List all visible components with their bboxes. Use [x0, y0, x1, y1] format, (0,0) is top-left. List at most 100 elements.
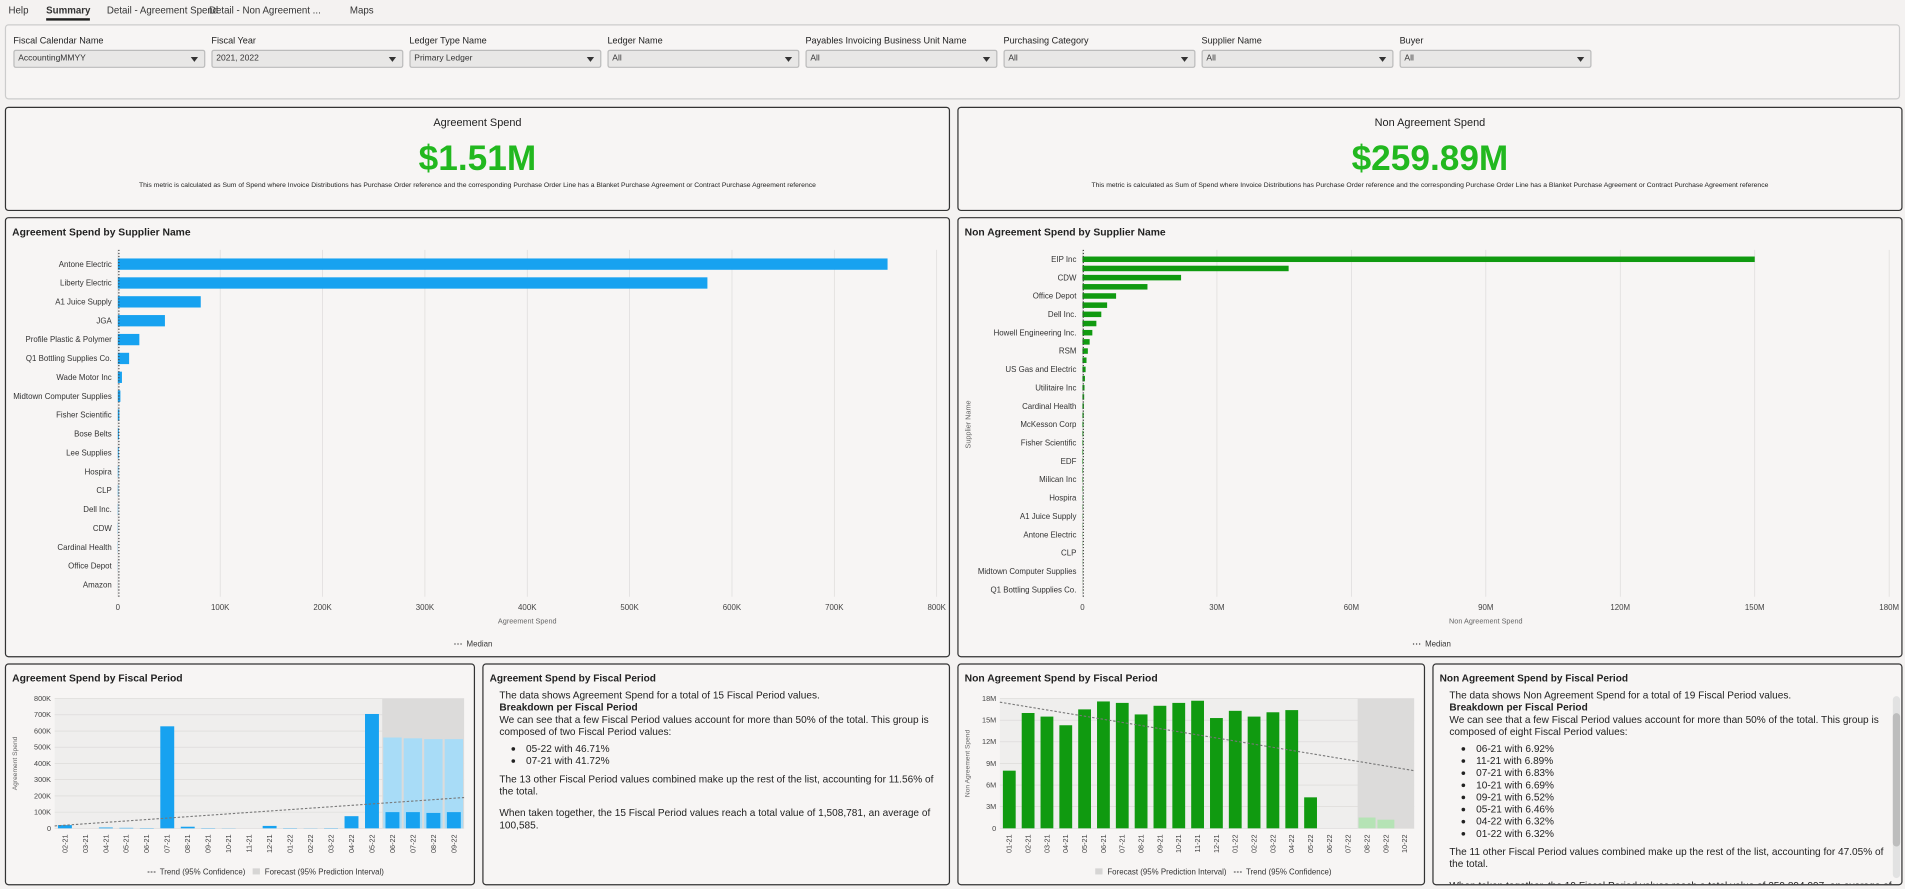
chart: 0 100K 200K 300K 400K 500K 600K 700K 800K Agreeme…	[13, 249, 947, 648]
y-axis-title: Agreement Spend	[12, 736, 19, 790]
trend-line	[54, 796, 465, 827]
filter-label: Payables Invoicing Business Unit Name	[805, 35, 967, 47]
insight-bullet: 06-21 with 6.92%	[1476, 742, 1891, 754]
category-label: Hospira	[1049, 494, 1077, 503]
category-label: Hospira	[85, 467, 113, 476]
bar	[1153, 705, 1167, 829]
category-label: CDW	[1058, 273, 1077, 282]
y-tick-label: 3M	[986, 802, 996, 811]
y-tick-label: 700K	[34, 710, 51, 719]
filter-dropdown[interactable]: All	[1201, 49, 1394, 68]
insight-bullet: 10-21 with 6.69%	[1476, 779, 1891, 791]
insight-bullet: 11-21 with 6.89%	[1476, 754, 1891, 766]
bar	[1082, 421, 1084, 428]
tab[interactable]: Detail - Non Agreement ...	[208, 4, 321, 16]
bar	[1059, 725, 1073, 829]
insight-heading: Breakdown per Fiscal Period	[1449, 700, 1588, 714]
scroll-thumb[interactable]	[1892, 713, 1901, 847]
y-tick-label: 15M	[982, 716, 996, 725]
category-label: Cardinal Health	[1022, 402, 1076, 411]
bar	[1082, 403, 1084, 409]
tab[interactable]: Summary	[46, 5, 91, 21]
y-tick-label: 300K	[34, 775, 51, 784]
legend-swatch	[252, 868, 260, 875]
bar	[117, 277, 708, 289]
category-label: Liberty Electric	[60, 279, 112, 288]
scrollbar[interactable]	[1892, 696, 1901, 879]
bar	[426, 812, 441, 829]
bar	[1082, 265, 1289, 272]
chart-panel: 0 100K 200K 300K 400K 500K 600K 700K 800K Agreeme…	[4, 217, 951, 658]
y-tick-label: 18M	[982, 694, 996, 703]
bar	[1082, 256, 1755, 263]
bar	[117, 409, 120, 421]
filter-label: Ledger Name	[607, 35, 663, 47]
filter-dropdown[interactable]: AccountingMMYY	[13, 49, 206, 68]
insight-panel: Agreement Spend by Fiscal Period The data…	[482, 663, 951, 886]
category-label: Fisher Scientific	[56, 411, 112, 420]
x-tick-label: 07-21	[1118, 834, 1127, 853]
forecast-bar	[383, 737, 402, 829]
bar	[117, 447, 119, 459]
legend-label: Trend (95% Confidence)	[1246, 867, 1332, 876]
x-tick-label: 07-22	[1344, 834, 1353, 853]
kpi-title: Agreement Spend	[433, 116, 522, 129]
insight-bullet: 05-22 with 46.71%	[526, 742, 939, 754]
chart-title: Agreement Spend by Fiscal Period	[12, 671, 183, 685]
tab[interactable]: Maps	[349, 4, 374, 16]
x-tick-label: 10-21	[224, 834, 233, 853]
y-tick-label: 200K	[34, 791, 51, 800]
bar	[1082, 293, 1117, 299]
x-tick-label: 12-21	[1212, 834, 1221, 853]
chart-title: Agreement Spend by Supplier Name	[12, 225, 191, 238]
insight-title: Agreement Spend by Fiscal Period	[489, 671, 656, 685]
filter-dropdown[interactable]: Primary Ledger	[409, 49, 602, 68]
x-tick-label: 02-21	[60, 834, 69, 853]
insight-intro: The data shows Non Agreement Spend for a…	[1449, 688, 1792, 701]
filter-dropdown[interactable]: All	[1399, 49, 1592, 68]
filter-dropdown[interactable]: All	[1003, 49, 1196, 68]
bar	[117, 371, 122, 383]
x-tick-label: 06-22	[1325, 834, 1334, 853]
bar	[446, 812, 461, 829]
bar	[117, 428, 119, 440]
x-tick-label: 60M	[1344, 603, 1359, 612]
filter-label: Fiscal Calendar Name	[13, 35, 104, 47]
filter-dropdown[interactable]: All	[607, 49, 800, 68]
insight-bullet: 05-21 with 6.46%	[1476, 803, 1891, 815]
tab[interactable]: Help	[8, 4, 29, 16]
insight-total: When taken together, the 15 Fiscal Perio…	[499, 806, 931, 831]
bar	[1082, 385, 1085, 391]
bar	[1191, 700, 1204, 829]
bar	[1078, 709, 1092, 829]
x-tick-label: 11-21	[245, 834, 254, 852]
insight-text: Agreement Spend by Fiscal Period The data…	[490, 672, 940, 831]
insight-group: We can see that a few Fiscal Period valu…	[499, 713, 929, 738]
x-tick-label: 01-22	[286, 834, 295, 853]
category-label: CLP	[96, 486, 111, 495]
filter-label: Fiscal Year	[211, 35, 256, 47]
x-tick-label: 04-21	[1061, 834, 1070, 853]
bar	[117, 333, 140, 346]
category-label: Dell Inc.	[1048, 310, 1076, 319]
tab[interactable]: Detail - Agreement Spend	[106, 4, 219, 16]
y-tick-label: 0	[47, 824, 51, 833]
y-tick-label: 9M	[986, 759, 996, 768]
legend-label: Forecast (95% Prediction Interval)	[265, 867, 385, 876]
forecast-bar	[1377, 819, 1395, 829]
x-tick-label: 12-21	[265, 834, 274, 853]
kpi-panel: Non Agreement Spend $259.89M This metric i…	[957, 106, 1903, 212]
x-tick-label: 500K	[620, 603, 639, 612]
filter-dropdown[interactable]: 2021, 2022	[211, 49, 404, 68]
insight-rest: The 11 other Fiscal Period values combin…	[1449, 845, 1884, 870]
kpi-value: $259.89M	[1351, 139, 1509, 179]
filter-dropdown[interactable]: All	[805, 49, 998, 68]
bar	[1082, 320, 1097, 327]
x-tick-label: 03-21	[1042, 834, 1051, 853]
bar	[344, 816, 359, 829]
x-tick-label: 07-22	[408, 834, 417, 853]
category-label: Milican Inc	[1039, 475, 1076, 484]
bar	[262, 825, 277, 829]
bar	[117, 352, 130, 365]
